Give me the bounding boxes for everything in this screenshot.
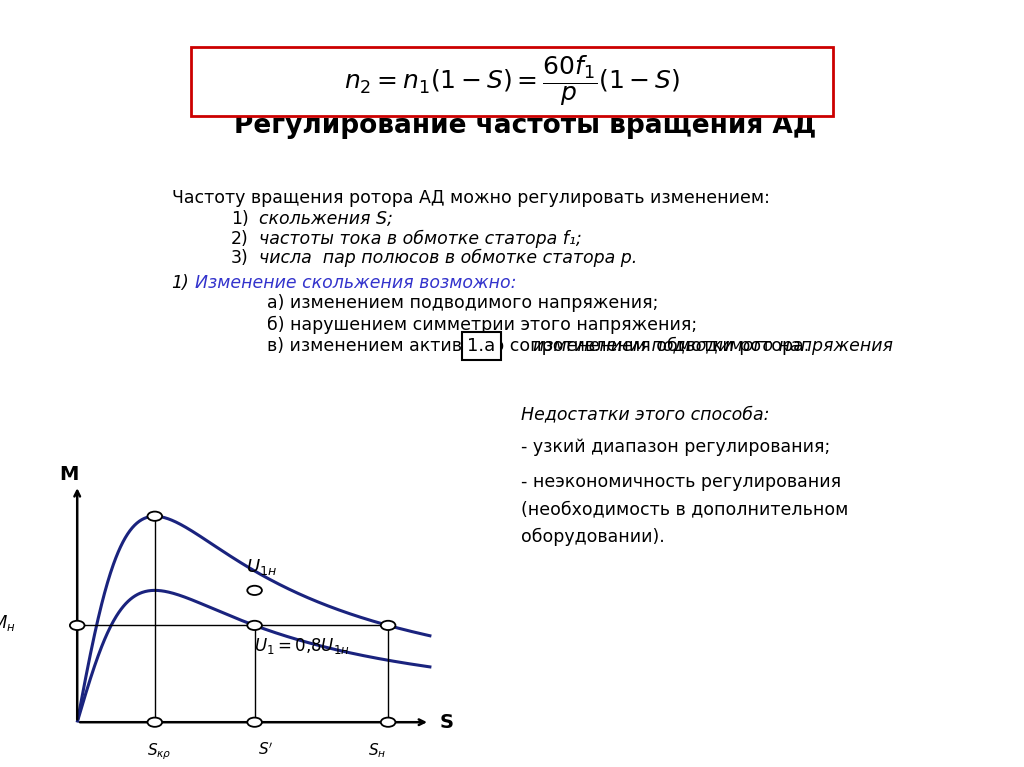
Circle shape [147,718,162,727]
Text: $n_2 = n_1(1 - S) = \dfrac{60f_1}{p}(1 - S)$: $n_2 = n_1(1 - S) = \dfrac{60f_1}{p}(1 -… [344,54,680,108]
Text: числа  пар полюсов в обмотке статора p.: числа пар полюсов в обмотке статора p. [259,249,637,268]
Text: изменением подводимого напряжения: изменением подводимого напряжения [532,337,893,355]
Text: скольжения S;: скольжения S; [259,210,393,228]
Circle shape [147,512,162,521]
Circle shape [247,718,262,727]
Text: оборудовании).: оборудовании). [521,528,665,546]
Text: 1.а: 1.а [467,337,496,355]
Circle shape [70,621,85,630]
Text: Недостатки этого способа:: Недостатки этого способа: [521,405,769,423]
Text: M: M [59,465,78,484]
Text: $M_{н}$: $M_{н}$ [0,613,15,633]
Text: $S_{н}$: $S_{н}$ [369,741,386,760]
Text: 2): 2) [231,229,249,248]
Text: $S_{\kappa\rho}$: $S_{\kappa\rho}$ [146,741,171,762]
Text: Изменение скольжения возможно:: Изменение скольжения возможно: [196,274,517,292]
Circle shape [247,586,262,595]
Text: 1): 1) [231,210,249,228]
Text: $S'$: $S'$ [258,741,273,758]
Text: - узкий диапазон регулирования;: - узкий диапазон регулирования; [521,437,830,456]
Text: $U_{1н}$: $U_{1н}$ [247,558,278,578]
Text: частоты тока в обмотке статора f₁;: частоты тока в обмотке статора f₁; [259,229,582,248]
Text: Регулирование частоты вращения АД: Регулирование частоты вращения АД [233,113,816,139]
Text: б) нарушением симметрии этого напряжения;: б) нарушением симметрии этого напряжения… [267,315,697,334]
Text: (необходимость в дополнительном: (необходимость в дополнительном [521,501,848,518]
Circle shape [381,621,395,630]
Text: S: S [440,713,454,732]
Text: Частоту вращения ротора АД можно регулировать изменением:: Частоту вращения ротора АД можно регулир… [172,189,769,208]
Text: 3): 3) [231,249,249,267]
Text: - неэкономичность регулирования: - неэкономичность регулирования [521,473,841,491]
Text: в) изменением активного сопротивления обмотки ротора.: в) изменением активного сопротивления об… [267,337,809,355]
Text: а) изменением подводимого напряжения;: а) изменением подводимого напряжения; [267,294,658,312]
Text: 1): 1) [172,274,189,292]
Circle shape [247,621,262,630]
Circle shape [381,718,395,727]
Text: $U_1=0{,}8U_{1н}$: $U_1=0{,}8U_{1н}$ [254,636,349,656]
